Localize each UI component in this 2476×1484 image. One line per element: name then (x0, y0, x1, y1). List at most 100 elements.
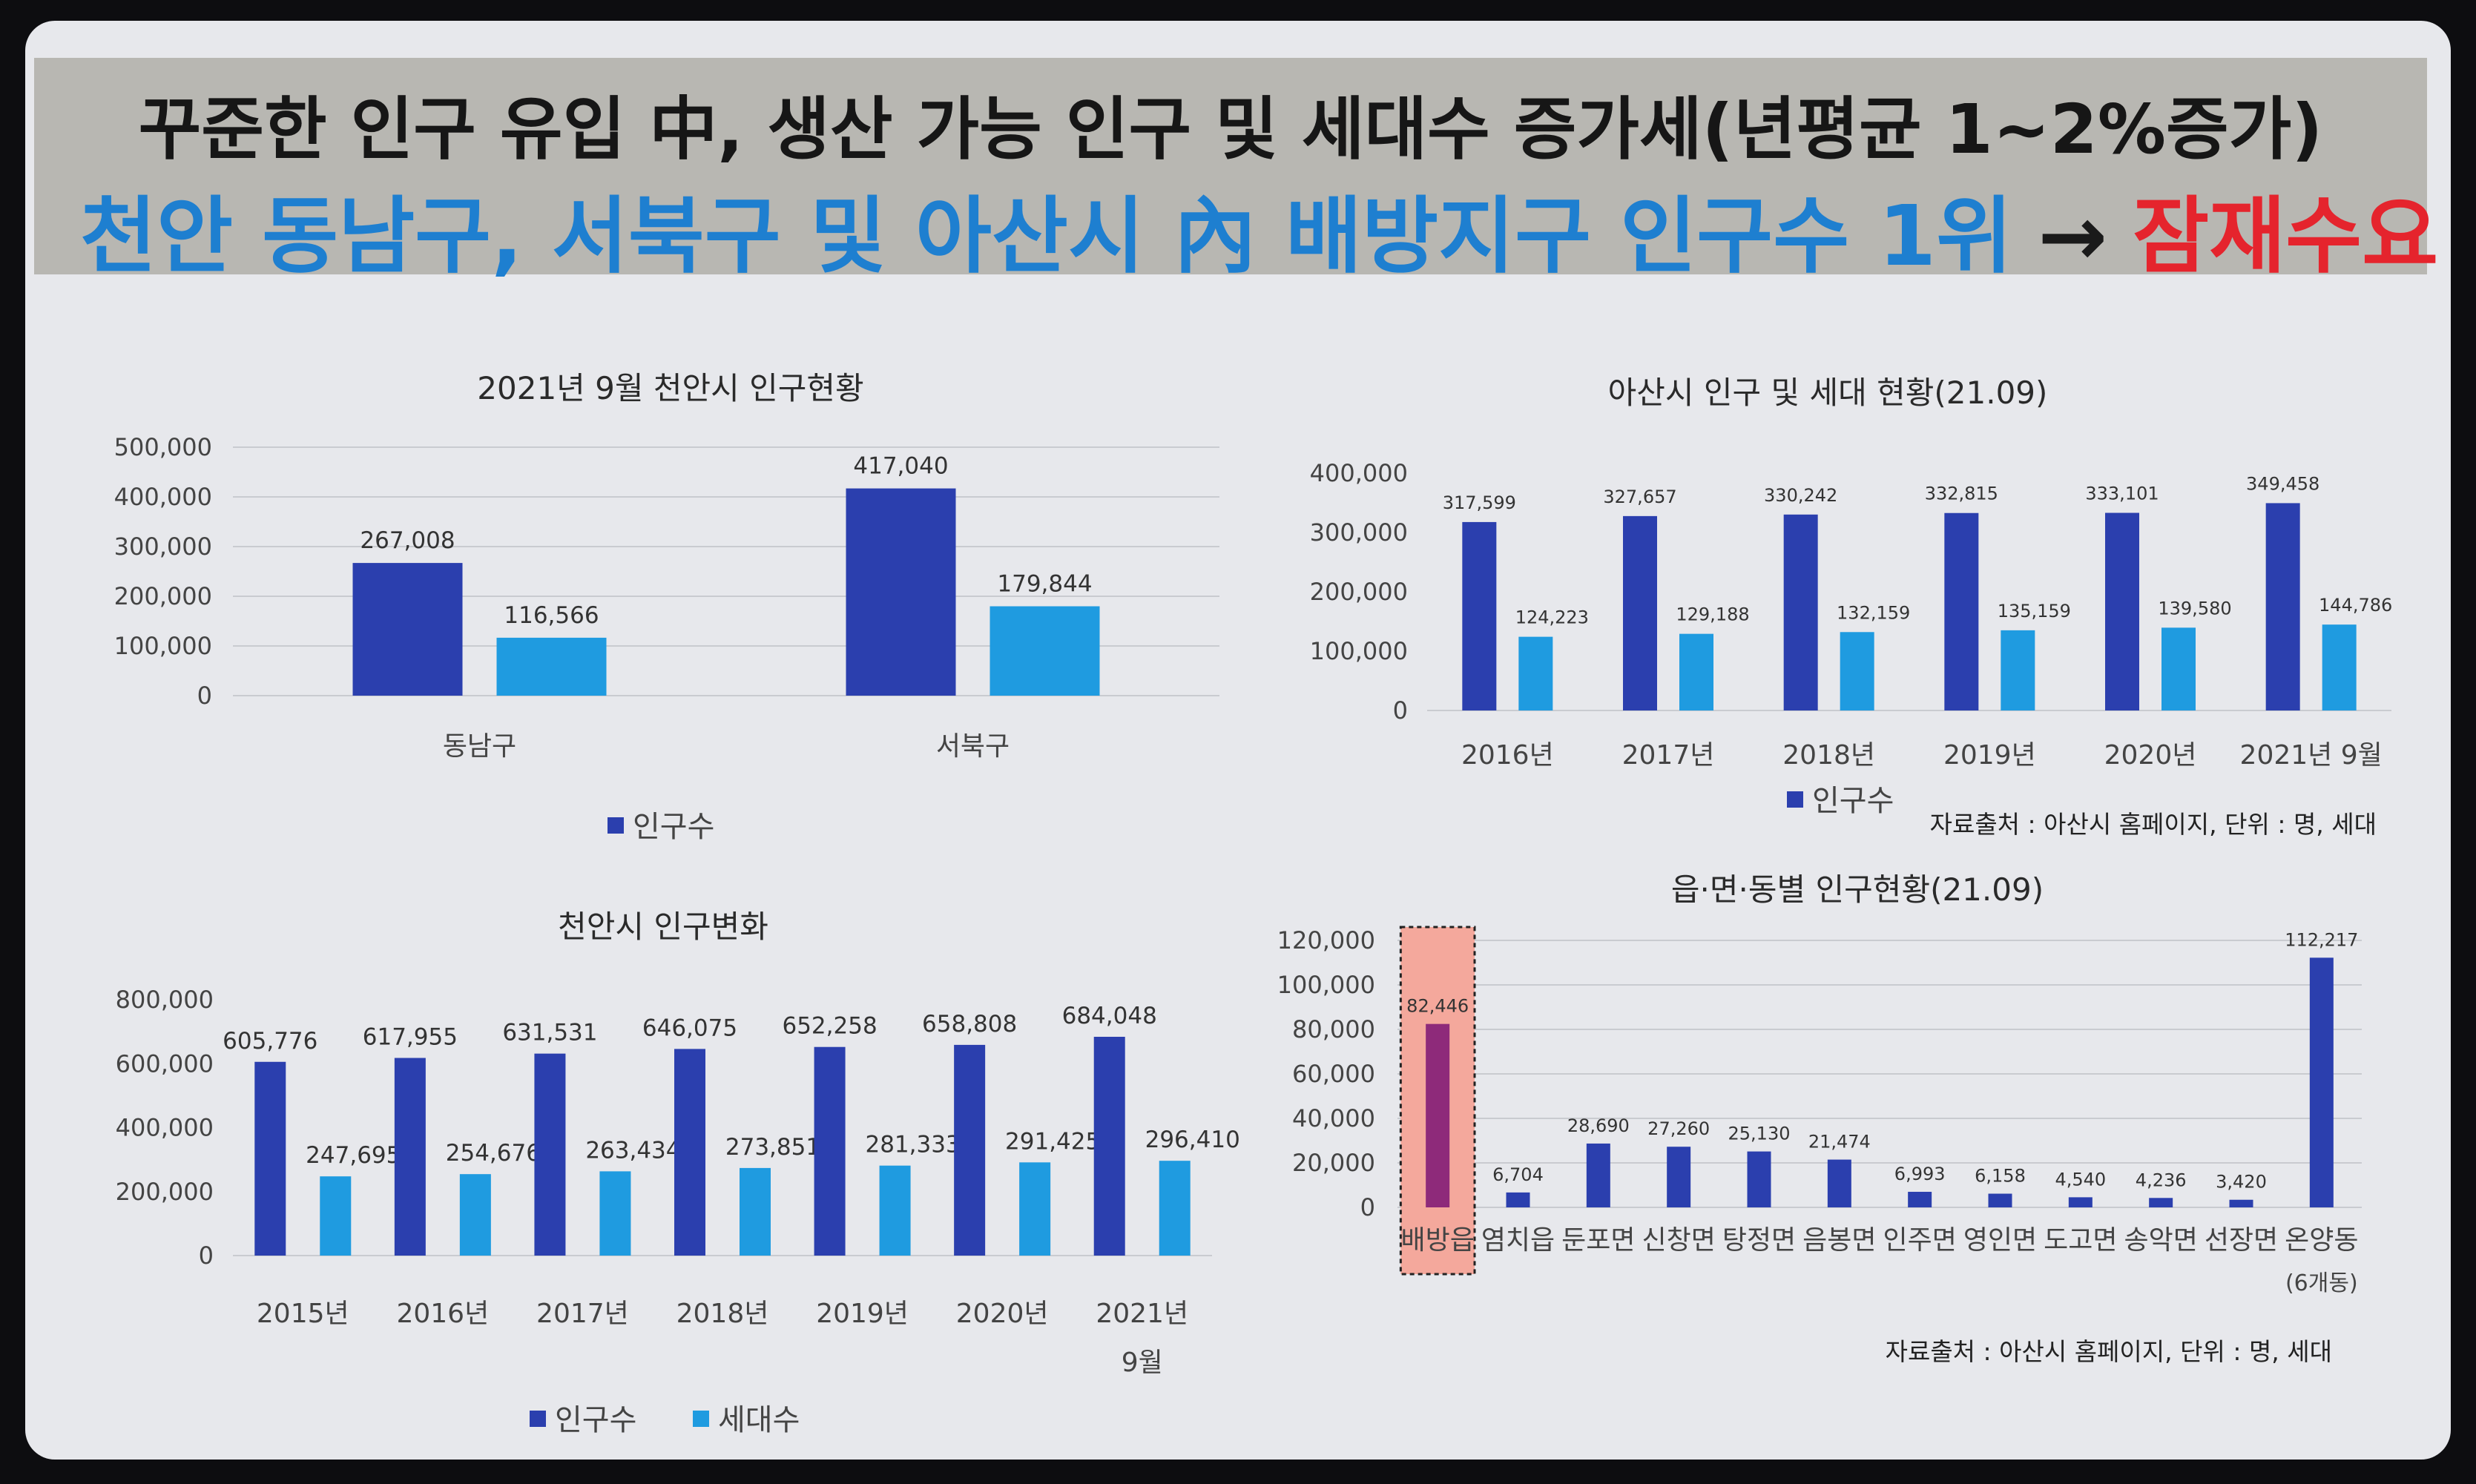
y-tick-label: 100,000 (1310, 637, 1408, 665)
bar (1679, 633, 1713, 710)
data-label: 267,008 (360, 527, 455, 554)
y-tick-label: 0 (199, 1241, 214, 1270)
data-label: 28,690 (1567, 1115, 1630, 1136)
data-label: 333,101 (2085, 484, 2159, 504)
data-label: 658,808 (922, 1011, 1017, 1038)
data-label: 646,075 (642, 1015, 737, 1041)
x-tick-label: 온양동 (2285, 1225, 2358, 1256)
x-tick-label: 탕정면 (1722, 1225, 1796, 1256)
data-label: 129,188 (1676, 604, 1749, 625)
data-label: 139,580 (2158, 598, 2231, 619)
x-tick-label: 2018년 (676, 1299, 769, 1329)
bar (846, 488, 956, 696)
data-label: 652,258 (782, 1013, 877, 1040)
right-arrow-icon: → (2038, 188, 2108, 285)
data-label: 631,531 (502, 1020, 597, 1046)
bar (1667, 1147, 1691, 1207)
y-tick-label: 20,000 (1292, 1149, 1375, 1177)
y-tick-label: 400,000 (116, 1114, 214, 1142)
data-label: 330,242 (1764, 485, 1837, 506)
data-label: 25,130 (1728, 1124, 1791, 1144)
data-label: 254,676 (446, 1140, 541, 1167)
bar (954, 1044, 986, 1256)
y-tick-label: 600,000 (116, 1049, 214, 1078)
y-tick-label: 0 (1360, 1193, 1375, 1221)
data-label: 124,223 (1515, 607, 1589, 628)
y-tick-label: 40,000 (1292, 1104, 1375, 1132)
y-tick-label: 100,000 (114, 632, 212, 660)
bar (1093, 1037, 1125, 1256)
x-tick-label: 2021년 9월 (1096, 1299, 1188, 1378)
data-label: 332,815 (1925, 484, 1998, 504)
bar (1988, 1193, 2012, 1207)
data-label: 327,657 (1603, 487, 1676, 507)
bar (2229, 1199, 2253, 1207)
data-label: 4,236 (2136, 1170, 2187, 1190)
data-label: 6,704 (1492, 1164, 1544, 1185)
chart-title: 아산시 인구 및 세대 현황(21.09) (1608, 375, 2048, 411)
data-label: 6,158 (1975, 1166, 2026, 1187)
bar (1747, 1151, 1771, 1207)
bar (2265, 503, 2300, 710)
x-tick-label: 2019년 (1943, 740, 2036, 771)
x-tick-label: 2015년 (257, 1299, 349, 1329)
legend-label: 인구수 (555, 1403, 636, 1437)
bar (496, 637, 607, 696)
x-tick-label: 2017년 (1622, 740, 1715, 771)
data-label: 349,458 (2246, 473, 2319, 494)
bar (1840, 632, 1874, 710)
data-label: 3,420 (2216, 1172, 2267, 1193)
x-tick-label: 2016년 (1461, 740, 1554, 771)
y-tick-label: 0 (1393, 696, 1408, 725)
bar (1159, 1161, 1191, 1256)
data-label: 132,159 (1837, 602, 1910, 623)
headline-highlight: 잠재수요 풍부 (2133, 188, 2451, 285)
slide: 꾸준한 인구 유입 中, 생산 가능 인구 및 세대수 증가세(년평균 1~2%… (25, 21, 2451, 1460)
x-tick-label: 2019년 (816, 1299, 909, 1329)
data-label: 21,474 (1808, 1132, 1871, 1152)
bar (2068, 1197, 2093, 1207)
y-tick-label: 120,000 (1277, 926, 1375, 954)
bar (674, 1049, 705, 1256)
x-tick-label: 음봉면 (1802, 1225, 1876, 1256)
bar (1426, 1023, 1450, 1207)
data-label: 684,048 (1062, 1003, 1157, 1029)
y-tick-label: 200,000 (116, 1178, 214, 1206)
y-tick-label: 200,000 (1310, 578, 1408, 606)
data-label: 263,434 (585, 1137, 680, 1164)
x-tick-label: 서북구 (936, 731, 1010, 762)
bar (1783, 514, 1818, 710)
bar (740, 1167, 771, 1256)
data-label: 247,695 (306, 1142, 401, 1169)
bar (990, 606, 1100, 696)
data-label: 27,260 (1647, 1118, 1710, 1139)
bar (1827, 1159, 1851, 1207)
chart-title: 2021년 9월 천안시 인구현황 (477, 370, 863, 406)
legend-label: 인구수 (1812, 784, 1894, 818)
x-tick-label: 2020년 (2104, 740, 2197, 771)
data-label: 135,159 (1998, 601, 2071, 621)
bar (352, 563, 463, 696)
y-tick-label: 200,000 (114, 582, 212, 610)
bar (2309, 957, 2334, 1207)
legend-swatch (608, 817, 624, 834)
data-label: 617,955 (363, 1024, 458, 1051)
source-note: 자료출처 : 아산시 홈페이지, 단위 : 명, 세대 (1930, 810, 2377, 839)
x-tick-sublabel: (6개동) (2285, 1270, 2358, 1296)
y-tick-label: 100,000 (1277, 971, 1375, 999)
chart-svg: 아산시 인구 및 세대 현황(21.09) 0 100,000 200,000 300,… (1310, 375, 2393, 839)
x-tick-label: 선장면 (2205, 1225, 2278, 1256)
x-tick-label: 신창면 (1642, 1225, 1715, 1256)
data-label: 179,844 (997, 571, 1092, 598)
headline-line-2: 천안 동남구, 서북구 및 아산시 內 배방지구 인구수 1위 → 잠재수요 풍부 (80, 169, 2451, 289)
bar (2322, 624, 2357, 710)
data-label: 417,040 (853, 453, 948, 480)
x-tick-label: 배방읍 (1400, 1225, 1474, 1256)
bar (2001, 630, 2035, 710)
y-tick-label: 800,000 (116, 986, 214, 1014)
x-tick-label: 2016년 (396, 1299, 489, 1329)
bar (1518, 636, 1553, 710)
data-label: 4,540 (2055, 1169, 2106, 1190)
bar (1462, 521, 1497, 710)
legend-label: 인구수 (633, 810, 714, 844)
